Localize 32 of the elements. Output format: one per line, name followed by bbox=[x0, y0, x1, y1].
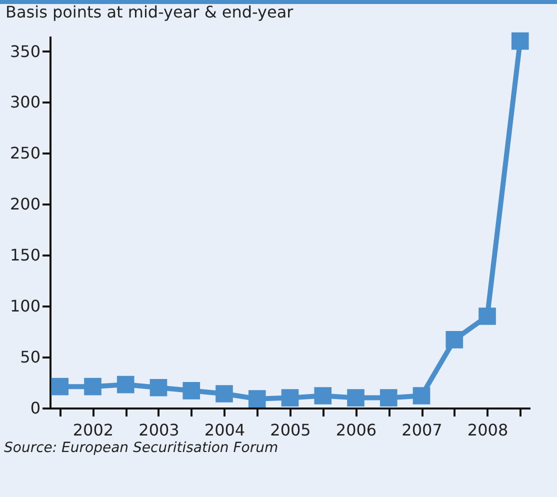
x-tick-label: 2004 bbox=[204, 420, 246, 440]
point bbox=[511, 32, 529, 50]
point bbox=[248, 390, 266, 408]
y-tick-label: 300 bbox=[10, 92, 40, 112]
point bbox=[314, 387, 332, 404]
x-tick-label: 2007 bbox=[402, 420, 442, 440]
y-tick-label: 250 bbox=[10, 144, 40, 163]
x-tick-label: 2008 bbox=[467, 420, 508, 440]
point bbox=[182, 382, 200, 400]
x-tick-label: 2002 bbox=[72, 420, 114, 440]
point bbox=[84, 378, 102, 396]
point bbox=[216, 385, 233, 402]
x-tick-label: 2005 bbox=[270, 420, 311, 440]
y-tick-label: 200 bbox=[10, 194, 40, 214]
point bbox=[51, 378, 69, 396]
y-tick-label: 150 bbox=[10, 246, 40, 265]
point bbox=[281, 389, 299, 406]
point bbox=[412, 387, 430, 404]
point bbox=[446, 331, 464, 348]
y-tick-label: 0 bbox=[30, 398, 40, 418]
source-note: Source: European Securitisation Forum bbox=[4, 440, 280, 456]
y-axis-title: Basis points at mid-year & end-year bbox=[6, 2, 294, 22]
y-tick-label: 350 bbox=[10, 42, 40, 61]
point bbox=[150, 378, 168, 396]
point bbox=[478, 308, 496, 325]
y-tick-label: 100 bbox=[10, 296, 40, 316]
x-tick-label: 2006 bbox=[336, 420, 377, 440]
point bbox=[116, 376, 134, 394]
y-tick-label: 50 bbox=[20, 348, 40, 367]
x-tick-label: 2003 bbox=[138, 420, 180, 440]
point bbox=[380, 389, 398, 406]
point bbox=[347, 389, 364, 406]
